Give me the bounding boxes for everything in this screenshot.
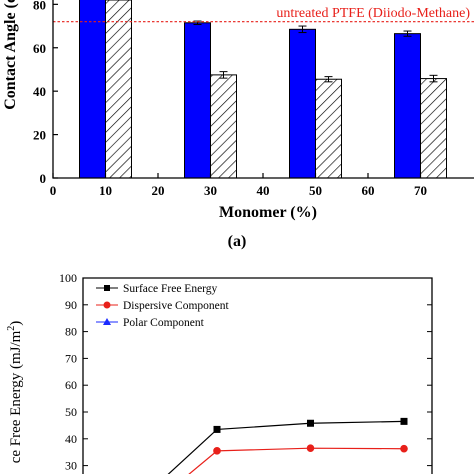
y-tick-label: 60: [65, 378, 77, 392]
x-tick-label: 20: [152, 183, 165, 198]
chart-a-y-axis-label: Contact Angle (d: [2, 0, 19, 110]
x-tick-label: 50: [309, 183, 322, 198]
y-tick-label: 40: [65, 432, 77, 446]
x-tick-label: 70: [414, 183, 427, 198]
y-tick-label: 60: [33, 41, 46, 56]
legend-item-dispersive-component: Dispersive Component: [96, 300, 230, 312]
data-point-circle: [213, 447, 221, 455]
error-bar: [403, 30, 412, 37]
x-tick-label: 10: [99, 183, 112, 198]
bar-blue: [184, 22, 211, 179]
svg-text:Polar Component: Polar Component: [123, 317, 205, 329]
data-point-square: [400, 417, 408, 425]
y-tick-label: 80: [65, 325, 77, 339]
legend-item-surface-free-energy: Surface Free Energy: [96, 283, 218, 295]
chart-a-x-axis-label: Monomer (%): [219, 204, 317, 221]
data-point-square: [307, 419, 314, 427]
chart-b-series: [167, 417, 408, 474]
svg-text:Surface Free Energy: Surface Free Energy: [123, 283, 218, 295]
data-point-circle: [400, 444, 408, 453]
legend-item-polar-component: Polar Component: [96, 317, 205, 329]
chart-a-panel-label: (a): [228, 233, 247, 250]
error-bar: [429, 74, 438, 83]
chart-a-y-ticks: 0 20 40 60 80: [33, 0, 58, 186]
y-tick-label: 70: [65, 351, 77, 365]
chart-b-y-axis-label: ce Free Energy (mJ/m2): [6, 321, 24, 464]
series-line: [188, 447, 405, 474]
bar-hatched: [420, 78, 447, 179]
svg-text:Dispersive Component: Dispersive Component: [123, 300, 230, 312]
chart-b-legend: Surface Free Energy Dispersive Component…: [96, 283, 230, 329]
y-tick-label: 90: [65, 298, 77, 312]
legend-marker-square: [104, 285, 110, 291]
y-tick-label: 40: [33, 84, 46, 99]
y-tick-label: 80: [33, 0, 46, 12]
bar-hatched: [315, 78, 342, 179]
chart-a-x-ticks: 0 10 20 30 40 50 60 70: [50, 173, 427, 198]
x-tick-label: 0: [50, 183, 57, 198]
bar-hatched: [105, 0, 132, 179]
chart-a-error-bars: [193, 20, 438, 83]
y-tick-label: 20: [33, 128, 46, 143]
error-bar: [324, 76, 333, 83]
legend-marker-circle: [103, 301, 111, 309]
bar-blue: [289, 28, 316, 179]
chart-b: 30 40 50 60 70 80 90 100 ce Free Energy (mJ/m2)…: [6, 271, 433, 474]
error-bar: [298, 25, 307, 34]
bar-blue: [79, 0, 106, 179]
legend-marker-triangle: [103, 318, 111, 325]
series-line: [167, 420, 405, 474]
bar-blue: [394, 33, 421, 179]
chart-a-bars: [79, 0, 447, 179]
chart-b-y-ticks: 30 40 50 60 70 80 90 100: [59, 271, 432, 473]
y-tick-label: 30: [65, 459, 77, 473]
x-tick-label: 60: [362, 183, 375, 198]
y-tick-label: 100: [59, 271, 77, 285]
reference-line-label: untreated PTFE (Diiodo-Methane): [276, 6, 470, 21]
bar-hatched: [210, 74, 237, 179]
chart-a: untreated PTFE (Diiodo-Methane) 0 10 20 30 4…: [2, 0, 474, 250]
data-point-circle: [306, 444, 315, 452]
y-tick-label: 50: [65, 405, 77, 419]
chart-b-axes: [82, 277, 433, 474]
x-tick-label: 40: [257, 183, 270, 198]
error-bar: [219, 71, 228, 79]
y-tick-label: 0: [40, 171, 47, 186]
x-tick-label: 30: [204, 183, 217, 198]
data-point-square: [213, 425, 221, 433]
